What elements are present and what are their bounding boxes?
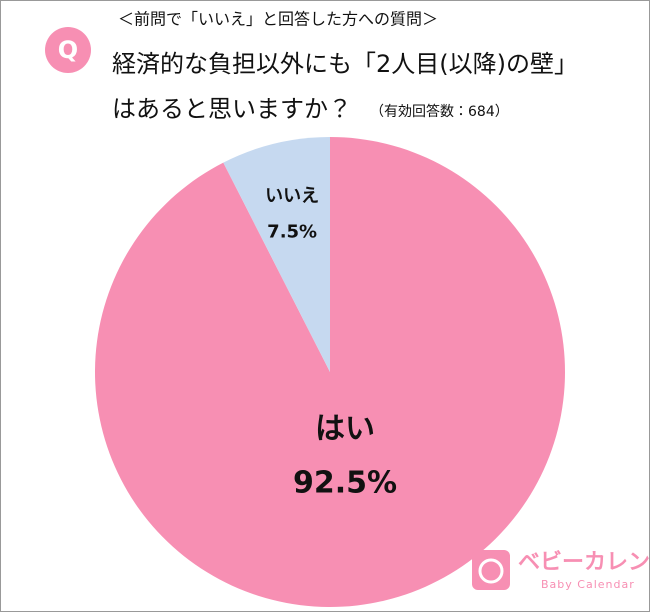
value-label: 92.5% <box>293 466 397 501</box>
subtitle: ＜前問で「いいえ」と回答した方への質問＞ <box>118 10 438 29</box>
value-label: 7.5% <box>267 221 317 242</box>
slice-label: はい <box>315 412 375 447</box>
logo-icon <box>472 550 510 590</box>
pie-slice <box>223 137 330 372</box>
chart-title: はあると思いますか？ <box>112 95 352 123</box>
note: （有効回答数：684） <box>370 103 509 120</box>
brand-tagline: Baby Calendar <box>541 578 635 591</box>
logo-icon-ring <box>478 558 504 584</box>
chart-title: 経済的な負担以外にも「2人目(以降)の壁」 <box>112 50 578 78</box>
pie <box>94 137 566 607</box>
logo: ベビーカレンダー Baby Calendar <box>472 549 650 591</box>
brand-name: ベビーカレンダー <box>518 549 650 575</box>
badge-circle <box>45 27 91 73</box>
badge: Q <box>58 36 78 64</box>
slice-label: いいえ <box>265 185 319 206</box>
